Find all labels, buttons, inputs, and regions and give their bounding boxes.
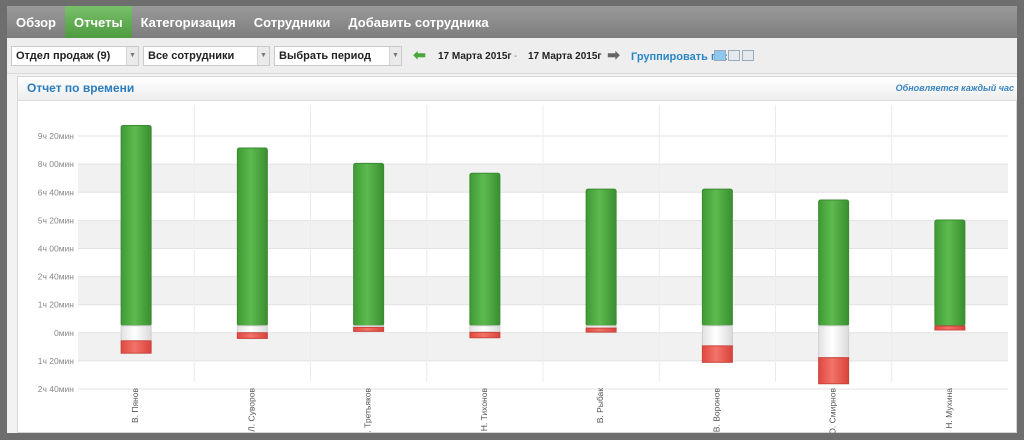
negative-bar: [701, 345, 733, 363]
period-select-value: Выбрать период: [279, 50, 371, 62]
employees-select-value: Все сотрудники: [148, 50, 235, 62]
time-report-panel: Отчет по времени Обновляется каждый час …: [17, 76, 1017, 433]
update-note: Обновляется каждый час: [895, 83, 1014, 93]
chevron-down-icon: ▼: [257, 47, 269, 65]
date-to[interactable]: 17 Марта 2015г: [528, 51, 602, 62]
y-axis-tick-label: 5ч 20мин: [38, 215, 75, 225]
time-bar-chart: 9ч 20мин 8ч 00мин 6ч 40мин 5ч 20мин 4ч 00мин…: [38, 105, 1008, 433]
neutral-bar: [818, 325, 850, 359]
nav-employees[interactable]: Сотрудники: [253, 14, 331, 30]
neutral-bar: [701, 325, 733, 347]
negative-bar: [353, 326, 385, 332]
panel-header: Отчет по времени Обновляется каждый час: [18, 77, 1017, 101]
neutral-bar: [120, 325, 152, 342]
nav-reports[interactable]: Отчеты: [65, 6, 132, 38]
date-separator: -: [514, 51, 518, 62]
filter-toolbar: Отдел продаж (9) ▼ Все сотрудники ▼ Выбр…: [7, 38, 1017, 74]
y-axis-tick-label: 9ч 20мин: [38, 131, 75, 141]
positive-bar: [701, 188, 733, 327]
x-axis-category-label: Е. Третьяков: [363, 388, 373, 433]
chevron-down-icon: ▼: [126, 47, 138, 65]
y-axis-tick-label: 1ч 20мин: [38, 356, 75, 366]
department-select[interactable]: Отдел продаж (9) ▼: [11, 46, 139, 66]
negative-bar: [585, 327, 617, 333]
y-axis-tick-label: 2ч 40мин: [38, 272, 75, 282]
group-by-week-icon[interactable]: [728, 50, 740, 61]
y-axis-tick-label: 0мин: [54, 328, 74, 338]
x-axis-category-label: Л. Суворов: [246, 388, 256, 432]
panel-title: Отчет по времени: [27, 81, 135, 95]
positive-bar: [236, 147, 268, 327]
y-axis-tick-label: 8ч 00мин: [38, 159, 75, 169]
x-axis-category-label: Н. Мухина: [944, 388, 954, 429]
period-select[interactable]: Выбрать период ▼: [274, 46, 402, 66]
department-select-value: Отдел продаж (9): [16, 50, 111, 62]
nav-overview[interactable]: Обзор: [16, 14, 56, 30]
group-by-day-icon[interactable]: [714, 50, 726, 61]
negative-bar: [469, 331, 501, 339]
negative-bar: [236, 332, 268, 339]
date-from[interactable]: 17 Марта 2015г: [438, 51, 512, 62]
negative-bar: [818, 357, 850, 385]
app-frame: Обзор Отчеты Категоризация Сотрудники До…: [7, 6, 1017, 433]
negative-bar: [120, 340, 152, 354]
neutral-bar: [236, 325, 268, 334]
positive-bar: [120, 124, 152, 327]
negative-bar: [934, 325, 966, 331]
nav-categorization[interactable]: Категоризация: [140, 14, 236, 30]
employees-select[interactable]: Все сотрудники ▼: [143, 46, 270, 66]
x-axis-category-label: О. Смирнов: [828, 388, 838, 433]
positive-bar: [353, 162, 385, 327]
neutral-bar: [469, 325, 501, 333]
prev-date-arrow-icon[interactable]: ⬅: [413, 47, 426, 64]
next-date-arrow-icon[interactable]: ➡: [607, 47, 620, 64]
positive-bar: [934, 219, 966, 327]
positive-bar: [585, 188, 617, 327]
x-axis-category-label: В. Воронов: [711, 388, 721, 433]
positive-bar: [818, 199, 850, 327]
positive-bar: [469, 172, 501, 327]
y-axis-tick-label: 1ч 20мин: [38, 300, 75, 310]
x-axis-category-label: В. Пянов: [130, 388, 140, 424]
y-axis-tick-label: 4ч 00мин: [38, 243, 75, 253]
chevron-down-icon: ▼: [389, 47, 401, 65]
group-by-label: Группировать по:: [631, 51, 728, 63]
group-by-month-icon[interactable]: [742, 50, 754, 61]
x-axis-category-label: Н. Тихонов: [479, 388, 489, 432]
y-axis-tick-label: 2ч 40мин: [38, 384, 75, 394]
top-navigation: Обзор Отчеты Категоризация Сотрудники До…: [7, 6, 1017, 38]
x-axis-category-label: В. Рыбак: [595, 388, 605, 424]
y-axis-tick-label: 6ч 40мин: [38, 187, 75, 197]
nav-add-employee[interactable]: Добавить сотрудника: [348, 14, 489, 30]
